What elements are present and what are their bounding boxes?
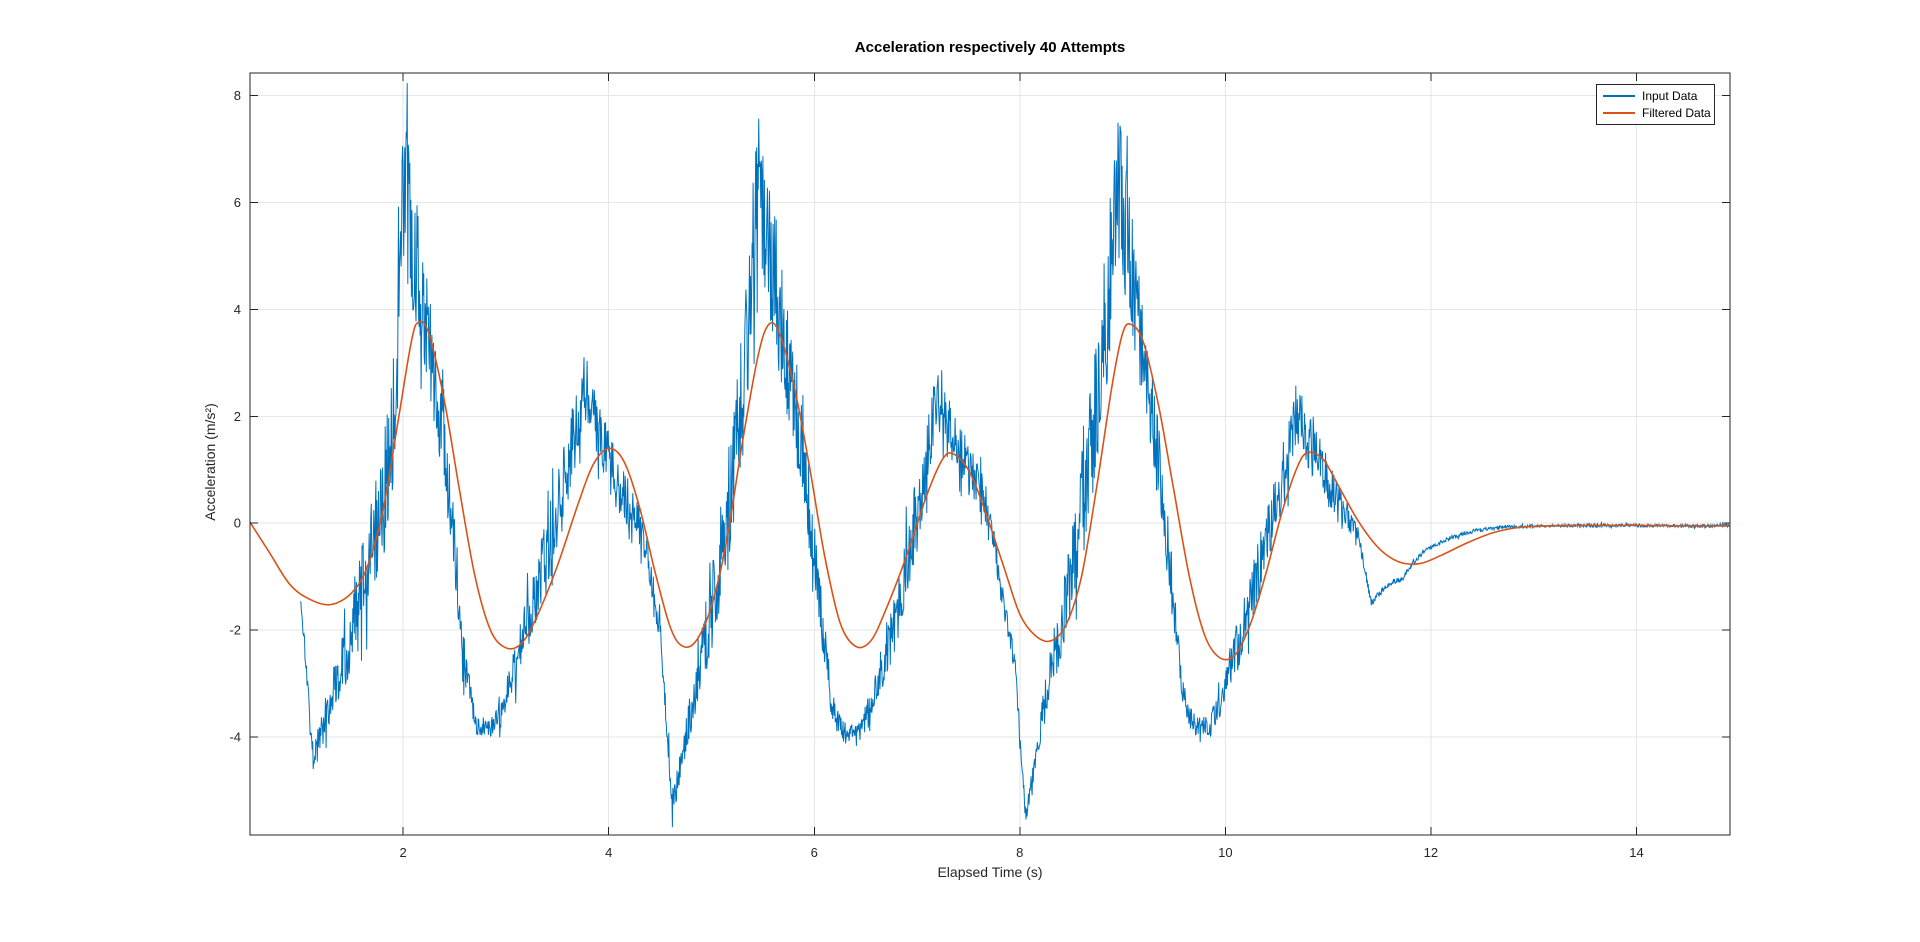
legend-label-filtered-data: Filtered Data	[1642, 106, 1711, 120]
y-tick-label: -2	[229, 623, 241, 638]
y-tick-label: 8	[234, 88, 241, 103]
input-data-line-swatch	[1603, 95, 1635, 97]
x-tick-label: 2	[399, 845, 406, 860]
y-axis-label: Acceleration (m/s²)	[202, 403, 218, 521]
y-tick-label: 6	[234, 195, 241, 210]
x-tick-label: 6	[811, 845, 818, 860]
legend-label-input-data: Input Data	[1642, 89, 1698, 103]
y-tick-label: -4	[229, 730, 241, 745]
filtered-data-line-swatch	[1603, 112, 1635, 114]
axes-box	[249, 72, 1731, 836]
y-tick-label: 4	[234, 302, 241, 317]
x-tick-label: 4	[605, 845, 612, 860]
x-tick-label: 8	[1016, 845, 1023, 860]
legend-entry-filtered-data: Filtered Data	[1603, 105, 1711, 121]
legend-entry-input-data: Input Data	[1603, 88, 1708, 104]
x-axis-label: Elapsed Time (s)	[937, 864, 1043, 880]
legend: Input Data Filtered Data	[1596, 84, 1715, 125]
x-tick-label: 14	[1629, 845, 1643, 860]
x-tick-label: 10	[1218, 845, 1232, 860]
filtered-data-series	[250, 320, 1730, 661]
y-tick-label: 0	[234, 516, 241, 531]
x-tick-label: 12	[1424, 845, 1438, 860]
input-data-series	[299, 83, 1730, 828]
y-tick-label: 2	[234, 409, 241, 424]
chart-title: Acceleration respectively 40 Attempts	[854, 39, 1126, 56]
